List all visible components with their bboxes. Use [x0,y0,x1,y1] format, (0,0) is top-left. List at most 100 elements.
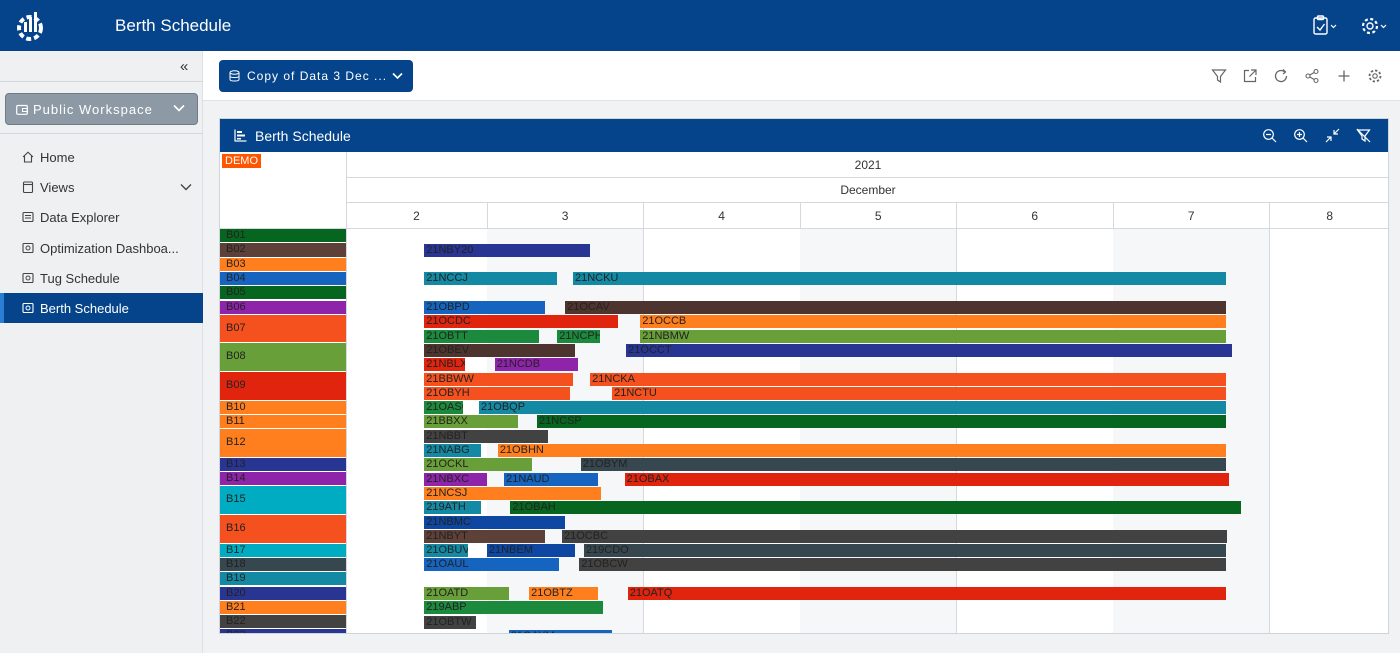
booking-bar[interactable]: 21NBLX [424,358,465,372]
berth-label: B08 [220,343,346,371]
booking-bar[interactable]: 21OBYM [580,458,1226,472]
booking-bar[interactable]: 21NAUD [504,472,598,486]
booking-bar[interactable]: 21OCAV [565,301,1226,314]
workspace-selector[interactable]: Public Workspace [5,93,198,125]
booking-bar[interactable]: 21OBAH [510,501,1242,515]
year-label: 2021 [854,158,882,172]
sidebar: « Public Workspace Home Views [0,51,203,653]
data-explorer-icon [22,211,34,223]
divider [0,81,203,82]
add-icon[interactable] [1336,68,1352,84]
panel-header: Berth Schedule [220,119,1388,152]
booking-bar[interactable]: 21OBAX [624,472,1229,486]
nav-item-label: Berth Schedule [40,301,129,316]
header-divider [220,228,1388,229]
day-label: 6 [1031,209,1039,223]
booking-bar[interactable]: 21NBBT [424,429,548,443]
booking-bar[interactable]: 21OBTZ [529,587,598,600]
nav-item-tug-schedule[interactable]: Tug Schedule [0,263,203,293]
booking-bar[interactable]: 21NBMW [640,329,1226,343]
panel-title: Berth Schedule [255,128,351,144]
booking-bar[interactable]: 21OASO [424,401,464,415]
berth-label: B22 [220,615,346,629]
nav-item-berth-schedule[interactable]: Berth Schedule [0,293,203,323]
booking-bar[interactable]: 21OCDC [424,315,619,329]
booking-bar[interactable]: 21OCCT [626,343,1232,357]
nav-item-home[interactable]: Home [0,142,203,172]
nav-item-label: Home [40,150,75,165]
berth-label: B23 [220,629,346,633]
nav-item-data-explorer[interactable]: Data Explorer [0,202,203,232]
booking-bar[interactable]: 21NCPH [557,329,600,343]
day-label: 7 [1187,209,1195,223]
booking-bar[interactable]: 21NBXC [424,472,487,486]
nav-item-optimization-dashboard[interactable]: Optimization Dashboa... [0,233,203,263]
booking-bar[interactable]: 21NBMC [424,515,566,529]
top-bar: Berth Schedule [0,0,1400,51]
berth-label: B09 [220,372,346,400]
nav-item-views[interactable]: Views [0,172,203,202]
app-logo-icon[interactable] [16,9,44,43]
day-column-shade [1112,229,1270,633]
filter-icon[interactable] [1211,68,1227,84]
collapse-sidebar-icon[interactable]: « [180,58,189,75]
booking-bar[interactable]: 21NCDB [494,358,578,372]
zoom-out-icon[interactable] [1262,128,1277,143]
berth-label: B19 [220,572,346,586]
booking-bar[interactable]: 219CDO [583,544,1226,558]
booking-bar[interactable]: 219ABP [424,601,603,615]
toolbar: Copy of Data 3 Dec ... [203,51,1400,101]
booking-bar[interactable]: 21NBYT [424,529,545,543]
clear-filter-icon[interactable] [1356,128,1371,143]
booking-bar[interactable]: 21OBUV [424,544,469,558]
day-label: 8 [1326,209,1334,223]
workspace-label: Public Workspace [33,102,153,117]
gear-icon[interactable] [1367,68,1383,84]
booking-bar[interactable]: 21NCKU [572,272,1226,286]
booking-bar[interactable]: 21OBPD [424,301,545,314]
booking-bar[interactable]: 21OBEV [424,343,575,357]
booking-bar[interactable]: 21OAUL [424,558,559,572]
booking-bar[interactable]: 21BBXX [424,415,519,429]
booking-bar[interactable]: 21OAYM [508,629,613,633]
booking-bar[interactable]: 219ATH [424,501,481,515]
booking-bar[interactable]: 21NCKA [590,372,1226,386]
booking-bar[interactable]: 21NBEM [486,544,575,558]
booking-bar[interactable]: 21NABG [424,444,481,457]
booking-bar[interactable]: 21OCKL [424,458,533,472]
booking-bar[interactable]: 21BBWW [424,372,573,386]
booking-bar[interactable]: 21NCTU [612,386,1226,400]
booking-bar[interactable]: 21OBTW [424,615,476,629]
share-icon[interactable] [1304,68,1320,84]
berth-label: B07 [220,314,346,343]
booking-bar[interactable]: 21OBCW [579,558,1226,572]
booking-bar[interactable]: 21NCCJ [424,272,558,286]
chevron-down-icon[interactable] [180,183,192,191]
booking-bar[interactable]: 21OATQ [627,587,1226,600]
clipboard-check-icon[interactable] [1312,15,1340,37]
booking-bar[interactable]: 21NCSJ [424,486,602,500]
day-label: 4 [718,209,725,223]
nav-item-label: Optimization Dashboa... [40,241,179,256]
day-label: 2 [413,209,420,223]
zoom-in-icon[interactable] [1293,128,1308,143]
booking-bar[interactable]: 21NCSP [536,415,1226,429]
schedule-icon [22,302,34,314]
booking-bar[interactable]: 21OBQP [479,401,1226,415]
booking-bar[interactable]: 21OATD [424,587,509,600]
collapse-icon[interactable] [1325,128,1340,143]
booking-bar[interactable]: 21OBYH [424,386,570,400]
settings-gear-icon[interactable] [1360,15,1388,37]
berth-label: B03 [220,257,346,271]
booking-bar[interactable]: 21OBHN [497,444,1226,457]
dataset-selector[interactable]: Copy of Data 3 Dec ... [219,60,413,92]
nav-item-label: Data Explorer [40,210,120,225]
booking-bar[interactable]: 21NBY20 [424,243,591,257]
export-icon[interactable] [1242,68,1258,84]
booking-bar[interactable]: 21OCBC [562,529,1228,543]
refresh-icon[interactable] [1273,68,1289,84]
day-label: 5 [874,209,882,223]
booking-bar[interactable]: 21OBTT [424,329,539,343]
header-divider [346,202,1388,203]
booking-bar[interactable]: 21OCCB [640,315,1226,329]
